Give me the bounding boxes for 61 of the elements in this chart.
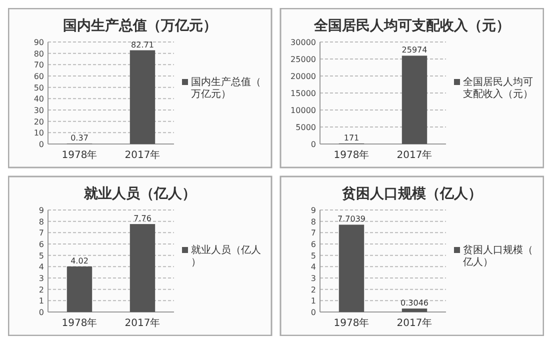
y-tick-label: 50 — [34, 83, 44, 92]
y-tick-label: 70 — [34, 60, 44, 70]
legend-label: 贫困人口规模（亿人） — [462, 244, 533, 268]
y-tick-label: 40 — [34, 94, 44, 104]
chart-title: 就业人员（亿人） — [83, 186, 196, 202]
y-tick-label: 60 — [34, 72, 44, 81]
chart-title: 国内生产总值（万亿元） — [63, 17, 217, 34]
x-tick-label: 1978年 — [62, 317, 98, 329]
chart-title: 全国居民人均可支配收入（元） — [313, 18, 510, 34]
y-tick-label: 5 — [310, 251, 316, 260]
y-tick-label: 30000 — [290, 38, 316, 47]
y-tick-label: 15000 — [290, 89, 316, 98]
y-tick-label: 1 — [310, 296, 316, 306]
x-tick-label: 1978年 — [62, 149, 98, 161]
y-tick-label: 30 — [34, 106, 44, 115]
y-tick-label: 1 — [38, 296, 44, 306]
x-tick-label: 2017年 — [396, 317, 432, 329]
y-tick-label: 0 — [310, 308, 316, 317]
y-tick-label: 80 — [34, 49, 44, 58]
y-tick-label: 20000 — [290, 72, 316, 81]
y-tick-label: 3 — [38, 274, 44, 283]
y-tick-label: 7 — [310, 228, 316, 238]
y-tick-label: 5000 — [296, 123, 316, 132]
x-tick-label: 1978年 — [334, 149, 370, 161]
legend-label: 就业人员（亿人） — [191, 244, 261, 268]
x-tick-label: 1978年 — [334, 317, 370, 329]
data-label: 7.76 — [134, 214, 152, 224]
legend-label: 全国居民人均可支配收入（元） — [463, 76, 533, 100]
y-tick-label: 90 — [34, 38, 44, 47]
x-tick-label: 2017年 — [124, 317, 160, 329]
data-label: 0.3046 — [400, 298, 428, 308]
y-tick-label: 10000 — [290, 106, 316, 115]
y-tick-label: 9 — [310, 206, 316, 215]
x-tick-label: 2017年 — [124, 149, 160, 161]
y-tick-label: 0 — [310, 140, 316, 149]
y-tick-label: 8 — [310, 217, 316, 226]
y-tick-label: 8 — [38, 217, 44, 226]
data-label: 0.37 — [70, 134, 88, 143]
y-tick-label: 25000 — [290, 55, 316, 64]
x-tick-label: 2017年 — [396, 149, 432, 161]
y-tick-label: 5 — [38, 251, 44, 260]
y-tick-label: 0 — [38, 308, 44, 317]
y-tick-label: 4 — [38, 262, 44, 272]
y-tick-label: 2 — [310, 285, 316, 294]
data-label: 171 — [344, 133, 360, 142]
data-label: 4.02 — [70, 256, 88, 266]
data-label: 7.7039 — [338, 214, 366, 224]
y-tick-label: 9 — [38, 206, 44, 215]
y-tick-label: 10 — [34, 128, 44, 138]
y-tick-label: 4 — [310, 262, 316, 272]
y-tick-label: 6 — [38, 240, 44, 249]
y-tick-label: 7 — [38, 228, 44, 238]
legend-label: 国内生产总值（万亿元） — [191, 76, 261, 100]
y-tick-label: 0 — [38, 140, 44, 149]
chart-title: 贫困人口规模（亿人） — [341, 186, 482, 202]
data-label: 82.71 — [131, 40, 154, 50]
data-label: 25974 — [402, 46, 428, 55]
y-tick-label: 3 — [310, 274, 316, 283]
y-tick-label: 2 — [38, 285, 44, 294]
y-tick-label: 20 — [34, 117, 44, 126]
y-tick-label: 6 — [310, 240, 316, 249]
